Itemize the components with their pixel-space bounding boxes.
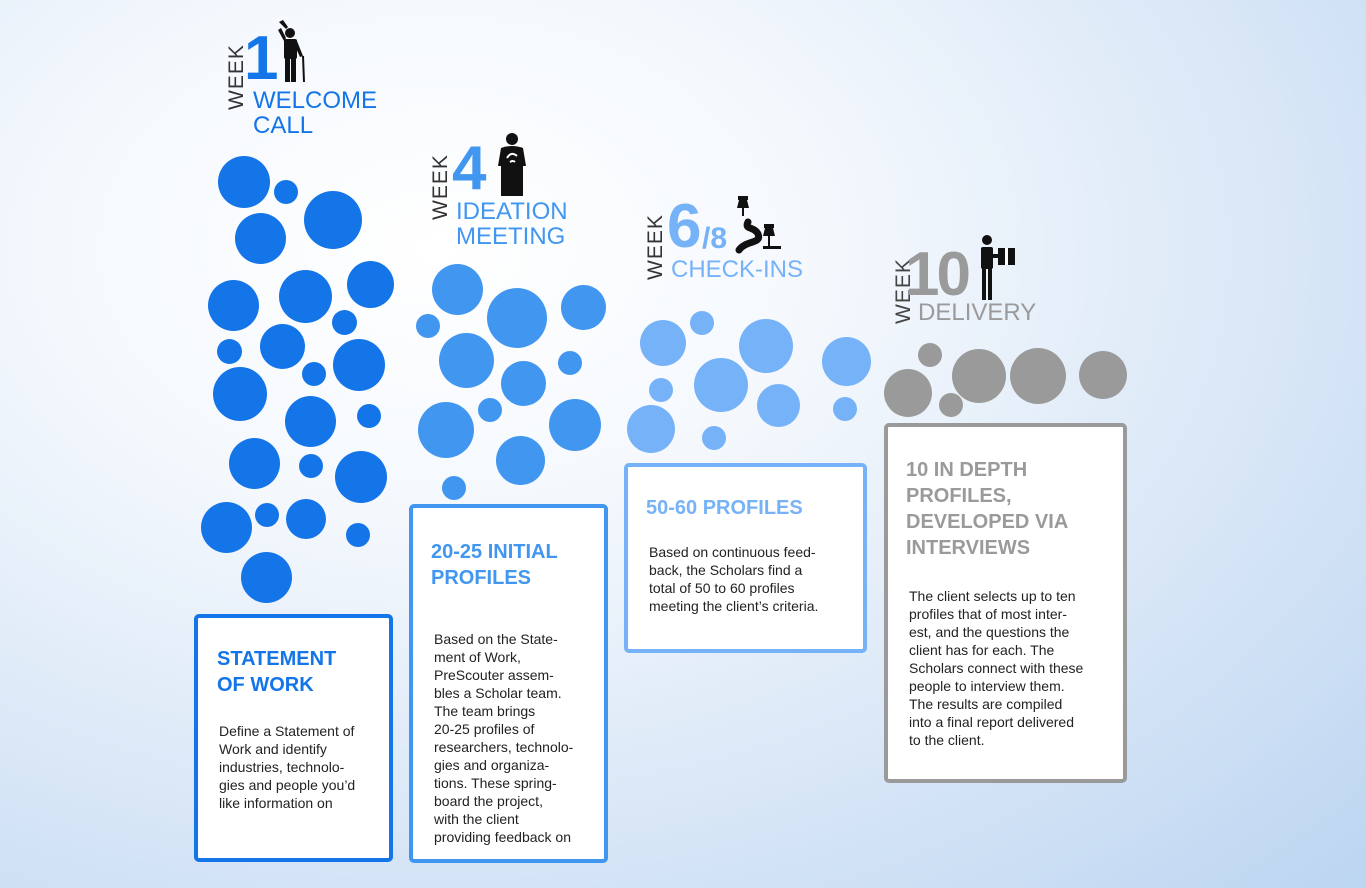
bubble <box>822 337 871 386</box>
bubble <box>442 476 466 500</box>
bubble <box>416 314 440 338</box>
bubble <box>690 311 714 335</box>
week-number: 4 <box>452 134 487 203</box>
card-heading: STATEMENT OF WORK <box>217 648 337 696</box>
stage-title: WELCOME <box>253 87 378 114</box>
stage-card: 20-25 INITIAL PROFILES Based on the Stat… <box>409 504 608 863</box>
bubble <box>702 426 726 450</box>
man-waving-icon <box>278 20 305 83</box>
card-heading: 20-25 INITIAL PROFILES <box>431 541 558 589</box>
presenter-podium-icon <box>498 133 526 196</box>
bubble <box>201 502 252 553</box>
week-number: 6 <box>667 192 702 261</box>
bubble <box>347 261 394 308</box>
bubble <box>558 351 582 375</box>
bubble <box>418 402 474 458</box>
bubble <box>346 523 370 547</box>
bubble <box>487 288 547 348</box>
bubble <box>285 396 336 447</box>
bubble <box>357 404 381 428</box>
stage-title-line2: CALL <box>253 112 314 139</box>
bubble <box>501 361 546 406</box>
bubble <box>1010 348 1066 404</box>
card-heading: 10 IN DEPTH PROFILES, DEVELOPED VIA INTE… <box>906 459 1069 559</box>
card-body: Define a Statement of Work and identify … <box>219 723 356 811</box>
stage-card: STATEMENT OF WORK Define a Statement of … <box>194 614 393 862</box>
stage-title-line2: MEETING <box>456 223 566 250</box>
bubble <box>274 180 298 204</box>
stage-title: IDEATION <box>456 198 568 225</box>
stage-title: DELIVERY <box>918 299 1037 326</box>
card-body: Based on continuous feed- back, the Scho… <box>649 544 819 614</box>
stage-title: CHECK-INS <box>671 256 804 283</box>
bubble <box>640 320 686 366</box>
card-body: The client selects up to ten profiles th… <box>909 588 1084 748</box>
bubble <box>1079 351 1127 399</box>
bubble <box>304 191 362 249</box>
week-number-suffix: /8 <box>702 222 728 255</box>
bubble <box>217 339 242 364</box>
bubble <box>627 405 675 453</box>
bubble <box>561 285 606 330</box>
week-label: WEEK <box>429 154 452 220</box>
bubble <box>302 362 326 386</box>
bubble <box>286 499 326 539</box>
bubble <box>694 358 748 412</box>
bubble <box>335 451 387 503</box>
bubble <box>255 503 279 527</box>
bubble <box>213 367 267 421</box>
bubble <box>229 438 280 489</box>
week-label: WEEK <box>644 214 667 280</box>
bubble <box>496 436 545 485</box>
bubble <box>279 270 332 323</box>
card-body: Based on the State- ment of Work, PreSco… <box>434 631 574 845</box>
bubble <box>649 378 673 402</box>
bubble <box>333 339 385 391</box>
bubble <box>208 280 259 331</box>
bubble <box>833 397 857 421</box>
bubble <box>241 552 292 603</box>
delivery-person-icon <box>981 235 1015 300</box>
bubble <box>299 454 323 478</box>
bubble <box>235 213 286 264</box>
bubble <box>432 264 483 315</box>
card-heading: 50-60 PROFILES <box>646 497 803 519</box>
bubble <box>549 399 601 451</box>
bubble <box>218 156 270 208</box>
bubble <box>332 310 357 335</box>
bubble <box>478 398 502 422</box>
bubble <box>939 393 963 417</box>
bubble <box>757 384 800 427</box>
stage-card: 10 IN DEPTH PROFILES, DEVELOPED VIA INTE… <box>884 423 1127 783</box>
bubble <box>739 319 793 373</box>
bubble <box>884 369 932 417</box>
week-number: 10 <box>905 240 971 309</box>
bubble <box>952 349 1006 403</box>
bubble <box>260 324 305 369</box>
route-pins-icon <box>735 196 781 254</box>
week-number: 1 <box>244 24 279 93</box>
bubble <box>918 343 942 367</box>
bubble <box>439 333 494 388</box>
stage-card: 50-60 PROFILES Based on continuous feed-… <box>624 463 867 653</box>
